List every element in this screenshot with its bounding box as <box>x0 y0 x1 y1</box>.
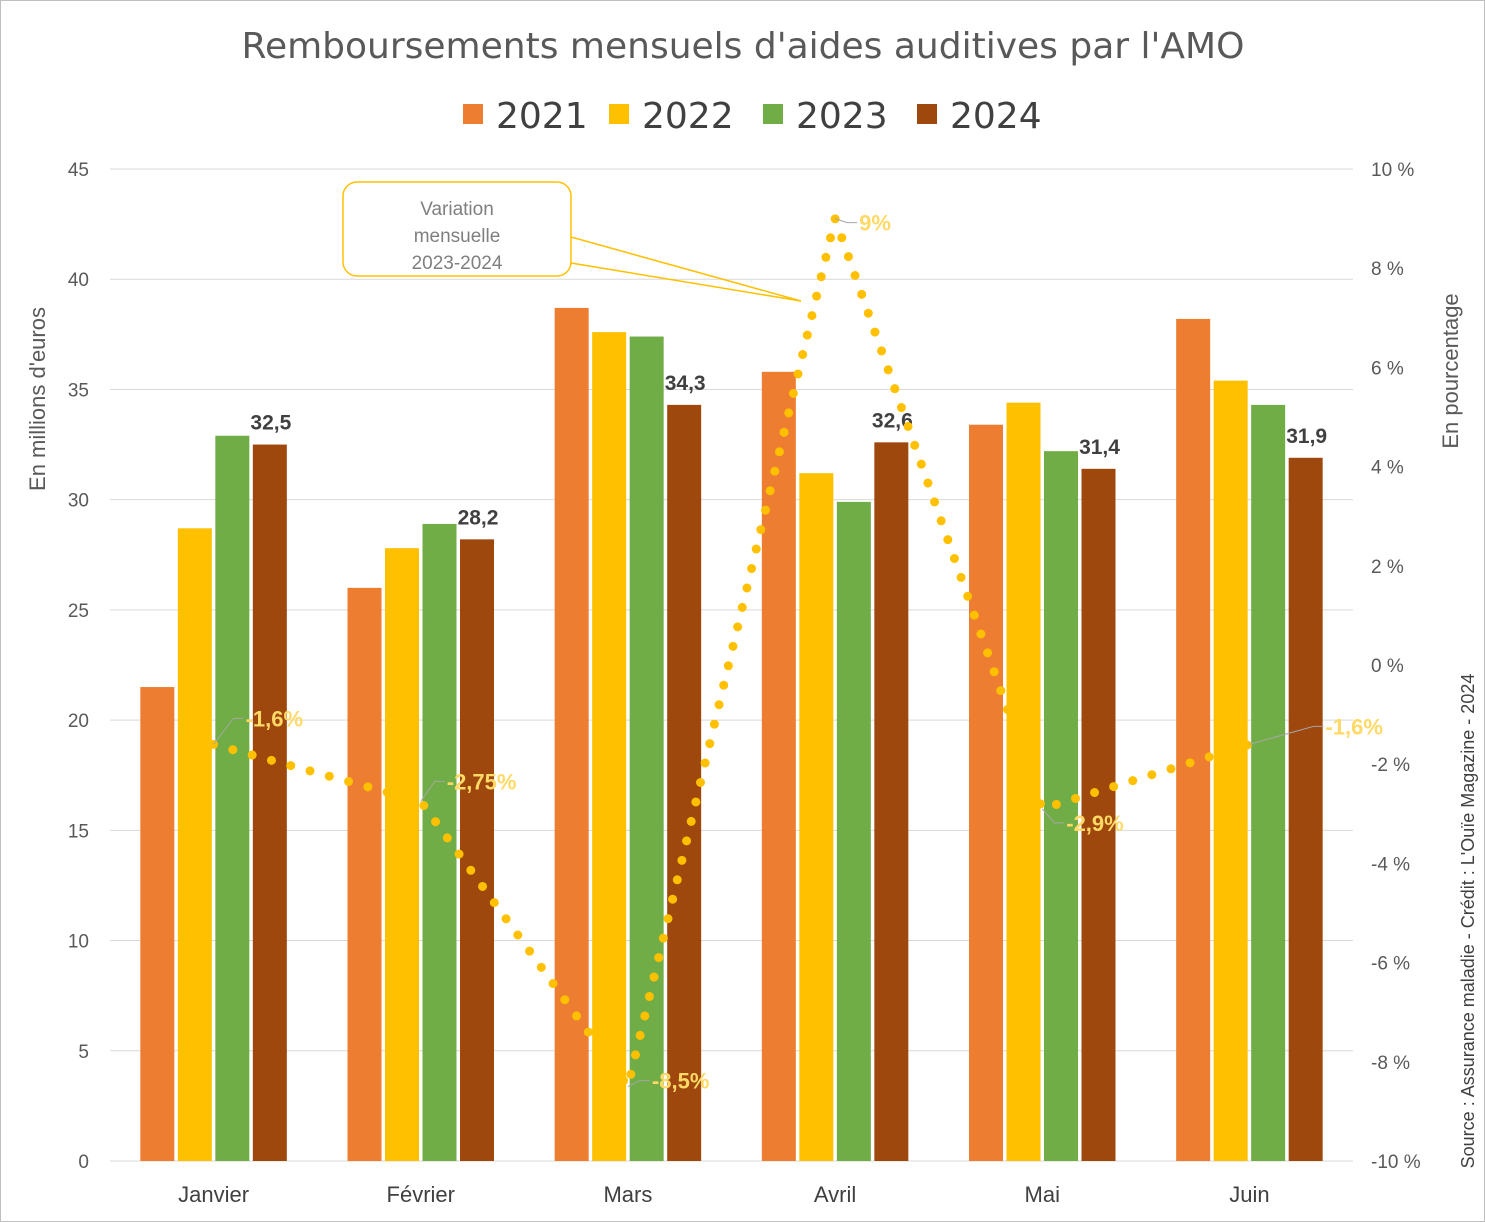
legend: 2021 2022 2023 2024 <box>463 96 1042 137</box>
legend-label-2022: 2022 <box>642 96 734 137</box>
right-tick-label: -4 % <box>1371 854 1410 875</box>
data-label-fevrier: 28,2 <box>458 506 499 529</box>
bar-juin-2022 <box>1213 380 1248 1161</box>
bar-juin-2024 <box>1288 457 1323 1161</box>
variation-leader-5 <box>1249 725 1324 745</box>
bars <box>140 307 1323 1162</box>
category-label-mars: Mars <box>603 1182 652 1207</box>
right-tick-label: -6 % <box>1371 954 1410 975</box>
legend-label-2021: 2021 <box>496 96 588 137</box>
callout-line-1: Variation <box>420 199 494 220</box>
bar-juin-2021 <box>1176 318 1211 1161</box>
left-tick-label: 25 <box>68 601 89 622</box>
source-credit: Source : Assurance maladie - Crédit : L'… <box>1458 674 1478 1169</box>
data-label-mars: 34,3 <box>665 372 706 395</box>
variation-series-line <box>209 202 1254 1098</box>
left-tick-label: 0 <box>78 1152 89 1173</box>
right-tick-label: 8 % <box>1371 259 1404 280</box>
right-tick-label: -2 % <box>1371 755 1410 776</box>
left-tick-label: 15 <box>68 821 89 842</box>
left-tick-label: 35 <box>68 380 89 401</box>
right-tick-label: -8 % <box>1371 1053 1410 1074</box>
legend-swatch-2021 <box>463 104 483 124</box>
variation-label-mars: -8,5% <box>652 1069 709 1094</box>
bar-fevrier-2024 <box>460 539 494 1161</box>
legend-label-2024: 2024 <box>950 96 1042 137</box>
variation-leader-0 <box>213 717 244 745</box>
callout: Variation mensuelle 2023-2024 <box>342 181 802 302</box>
right-tick-label: 0 % <box>1371 656 1404 677</box>
legend-label-2023: 2023 <box>796 96 888 137</box>
bar-juin-2023 <box>1251 404 1286 1161</box>
callout-pointer-upper <box>570 236 802 302</box>
right-tick-label: 2 % <box>1371 557 1404 578</box>
variation-leader-2 <box>627 1080 650 1088</box>
data-labels: 32,5 28,2 34,3 32,6 31,4 31,9 <box>250 372 1327 529</box>
legend-swatch-2023 <box>763 104 783 124</box>
variation-leader-3 <box>834 218 858 224</box>
legend-swatch-2022 <box>609 104 629 124</box>
bar-fevrier-2023 <box>422 523 457 1161</box>
bar-fevrier-2021 <box>347 587 382 1161</box>
bar-mai-2023 <box>1044 451 1078 1161</box>
left-tick-label: 30 <box>68 491 89 512</box>
gridlines <box>110 168 1353 1162</box>
category-label-janvier: Janvier <box>178 1182 249 1207</box>
category-label-mai: Mai <box>1025 1182 1060 1207</box>
bar-avril-2023 <box>836 501 871 1162</box>
bar-janvier-2024 <box>252 444 287 1161</box>
bar-janvier-2022 <box>177 528 212 1161</box>
right-axis-ticks: -10 % -8 % -6 % -4 % -2 % 0 % 2 % 4 % 6 % 8 % 10 % <box>1371 160 1421 1173</box>
right-tick-label: 6 % <box>1371 358 1404 379</box>
variation-leader-1 <box>420 780 445 802</box>
variation-leader-4 <box>1041 808 1065 824</box>
bar-avril-2024 <box>874 442 909 1162</box>
data-label-mai: 31,4 <box>1079 436 1120 459</box>
data-label-avril: 32,6 <box>872 409 913 432</box>
data-label-janvier: 32,5 <box>250 412 291 435</box>
variation-label-mai: -2,9% <box>1066 811 1123 836</box>
variation-label-avril: 9% <box>859 211 891 236</box>
bar-mars-2023 <box>629 336 664 1161</box>
bar-mai-2024 <box>1081 468 1116 1161</box>
callout-line-3: 2023-2024 <box>412 253 503 274</box>
variation-label-juin: -1,6% <box>1325 714 1382 739</box>
variation-line: -1,6% -2,75% -8,5% 9% -2,9% -1,6% <box>209 202 1383 1098</box>
left-tick-label: 5 <box>78 1042 89 1063</box>
left-axis-title: En millions d'euros <box>25 307 50 491</box>
left-tick-label: 10 <box>68 932 89 953</box>
right-axis-title: En pourcentage <box>1438 293 1463 448</box>
right-tick-label: 10 % <box>1371 160 1414 181</box>
category-label-avril: Avril <box>814 1182 856 1207</box>
left-axis-ticks: 0 5 10 15 20 25 30 35 40 45 <box>68 160 89 1173</box>
right-tick-label: 4 % <box>1371 458 1404 479</box>
variation-label-fevrier: -2,75% <box>447 769 517 794</box>
category-label-juin: Juin <box>1229 1182 1269 1207</box>
bar-fevrier-2022 <box>385 548 419 1161</box>
category-label-fevrier: Février <box>387 1182 455 1207</box>
category-labels: Janvier Février Mars Avril Mai Juin <box>178 1182 1269 1207</box>
data-label-juin: 31,9 <box>1286 425 1327 448</box>
legend-swatch-2024 <box>917 104 937 124</box>
bar-janvier-2021 <box>140 687 175 1161</box>
chart-title: Remboursements mensuels d'aides auditive… <box>242 26 1245 67</box>
left-tick-label: 20 <box>68 711 89 732</box>
bar-mars-2022 <box>592 332 627 1161</box>
left-tick-label: 45 <box>68 160 89 181</box>
bar-avril-2021 <box>761 371 796 1161</box>
callout-box <box>342 181 572 277</box>
bar-mars-2021 <box>554 307 589 1161</box>
bar-avril-2022 <box>799 473 834 1161</box>
callout-pointer-lower <box>570 262 802 302</box>
left-tick-label: 40 <box>68 270 89 291</box>
right-tick-label: -10 % <box>1371 1152 1421 1173</box>
bar-janvier-2023 <box>215 435 250 1161</box>
variation-label-janvier: -1,6% <box>246 706 303 731</box>
bar-mai-2021 <box>969 424 1003 1161</box>
bar-mars-2024 <box>667 404 702 1161</box>
callout-line-2: mensuelle <box>414 226 501 247</box>
